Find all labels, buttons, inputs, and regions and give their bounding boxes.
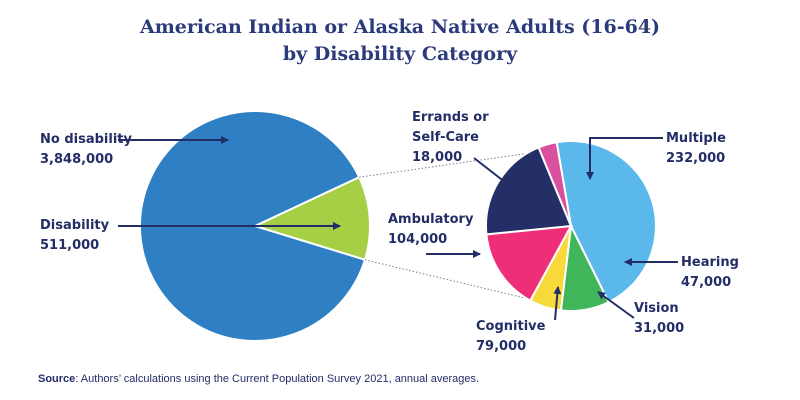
- label-disability: Disability 511,000: [40, 218, 110, 253]
- chart-title: American Indian or Alaska Native Adults …: [0, 14, 800, 68]
- slice-disability: [252, 175, 371, 262]
- multiple-arrow: [586, 137, 663, 180]
- vision-arrow: [597, 291, 635, 319]
- source-text: : Authors’ calculations using the Curren…: [75, 373, 480, 385]
- label-hearing: Hearing 47,000: [681, 255, 739, 290]
- label-no-disability: No disability 3,848,000: [40, 132, 132, 167]
- source-label: Source: [38, 373, 76, 385]
- connector-line-top: [359, 153, 527, 178]
- title-line-2: by Disability Category: [282, 43, 518, 65]
- cognitive-arrow: [553, 286, 562, 321]
- slice-ambulatory: [485, 146, 573, 236]
- label-vision: Vision 31,000: [634, 301, 684, 336]
- label-cognitive: Cognitive 79,000: [476, 319, 546, 354]
- title-line-1: American Indian or Alaska Native Adults …: [139, 16, 661, 38]
- label-ambulatory: Ambulatory 104,000: [388, 212, 474, 247]
- slice-cognitive: [485, 224, 573, 302]
- label-errands: Errands or Self-Care 18,000: [412, 110, 489, 165]
- label-multiple: Multiple 232,000: [666, 131, 726, 166]
- slice-errands: [537, 141, 572, 227]
- source-note: Source: Authors’ calculations using the …: [38, 373, 479, 385]
- errands-arrow: [473, 157, 511, 187]
